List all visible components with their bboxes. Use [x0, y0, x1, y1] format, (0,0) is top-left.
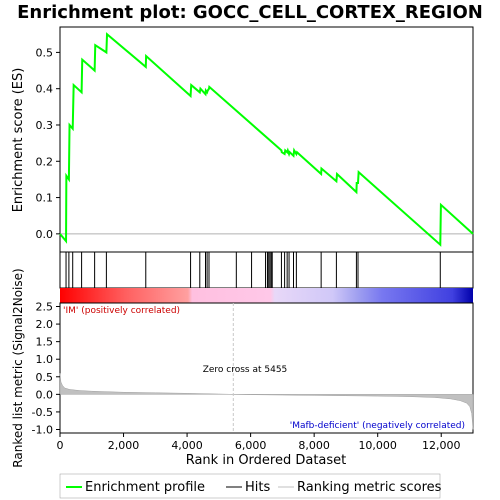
- es-y-tick-label: 0.3: [36, 119, 54, 132]
- legend-hits-label: Hits: [245, 480, 270, 495]
- metric-y-axis: -1.0 -0.5 0.0 0.5 1.0 1.5 2.0 2.5: [32, 301, 60, 436]
- hit-lines: [65, 252, 441, 288]
- legend: Enrichment profile Hits Ranking metric s…: [59, 473, 442, 499]
- hits-panel-frame: [59, 251, 474, 289]
- ranking-metric-area: [59, 373, 474, 430]
- rank-x-tick-label: 6,000: [235, 439, 267, 452]
- rank-color-band: [60, 288, 473, 303]
- negative-correlation-label: 'Mafb-deficient' (negatively correlated): [290, 421, 465, 431]
- ranked-metric-panel: -1.0 -0.5 0.0 0.5 1.0 1.5 2.0 2.5 0 2,000 4,000 6,…: [11, 268, 474, 468]
- bottom-panel-frame: [59, 302, 474, 434]
- rank-x-axis: 0 2,000 4,000 6,000 8,000 10,000 12,000: [57, 433, 461, 452]
- zero-cross-label: Zero cross at 5455: [203, 365, 288, 375]
- chart-title: Enrichment plot: GOCC_CELL_CORTEX_REGION: [17, 2, 483, 23]
- es-y-tick-label: 0.5: [36, 46, 54, 59]
- es-y-tick-label: 0.2: [36, 155, 54, 168]
- enrichment-score-panel: 0.0 0.1 0.2 0.3 0.4 0.5 Enrichment score (ES): [11, 26, 474, 253]
- rank-x-axis-title: Rank in Ordered Dataset: [186, 453, 347, 468]
- rank-x-tick-label: 0: [57, 439, 64, 452]
- metric-y-tick-label: -1.0: [32, 423, 53, 436]
- es-y-axis-title: Enrichment score (ES): [11, 68, 26, 213]
- positive-correlation-label: 'IM' (positively correlated): [63, 306, 180, 316]
- es-y-tick-label: 0.1: [36, 192, 54, 205]
- legend-metric-label: Ranking metric scores: [297, 480, 442, 495]
- es-y-axis: 0.0 0.1 0.2 0.3 0.4 0.5: [36, 46, 60, 241]
- metric-y-tick-label: 1.5: [36, 336, 54, 349]
- rank-x-tick-label: 2,000: [108, 439, 140, 452]
- legend-box: [59, 473, 441, 499]
- enrichment-profile-line: [59, 32, 474, 247]
- metric-y-tick-label: -0.5: [32, 406, 53, 419]
- metric-y-tick-label: 2.5: [36, 301, 54, 314]
- es-y-tick-label: 0.0: [36, 228, 54, 241]
- rank-x-tick-label: 4,000: [171, 439, 203, 452]
- metric-y-tick-label: 0.0: [36, 388, 54, 401]
- es-y-tick-label: 0.4: [36, 83, 54, 96]
- metric-y-tick-label: 0.5: [36, 371, 54, 384]
- hits-panel: [59, 251, 474, 289]
- metric-y-tick-label: 1.0: [36, 353, 54, 366]
- legend-es-label: Enrichment profile: [85, 480, 205, 495]
- rank-x-tick-label: 12,000: [422, 439, 461, 452]
- rank-x-tick-label: 10,000: [358, 439, 397, 452]
- top-panel-frame: [59, 26, 474, 253]
- color-band-rect: [60, 288, 473, 303]
- metric-y-tick-label: 2.0: [36, 318, 54, 331]
- rank-x-tick-label: 8,000: [298, 439, 330, 452]
- metric-y-axis-title: Ranked list metric (Signal2Noise): [11, 268, 25, 467]
